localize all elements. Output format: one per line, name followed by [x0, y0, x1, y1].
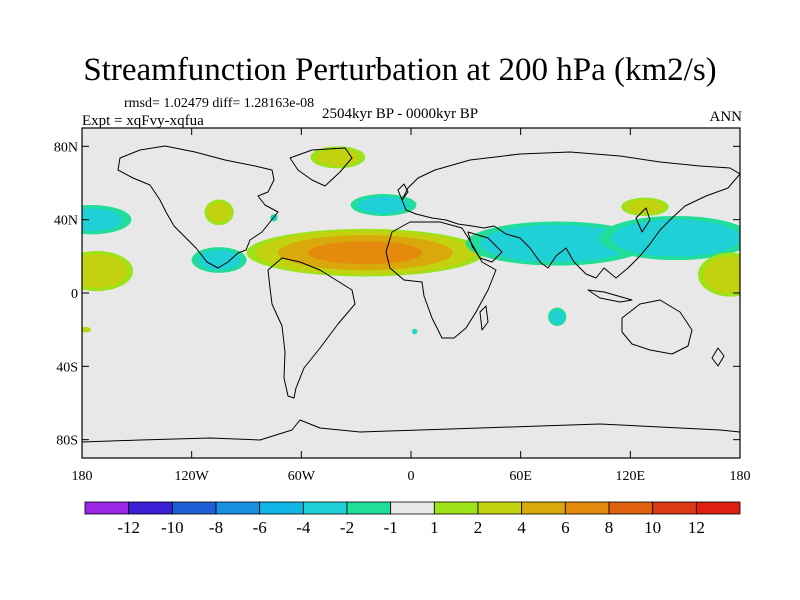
colorbar-box [564, 501, 610, 515]
anomaly-north-pacific-low [82, 205, 132, 235]
colorbar-label: 2 [474, 518, 483, 537]
colorbar-label: 8 [605, 518, 614, 537]
colorbar-box [128, 501, 173, 515]
x-tick-label: 120E [616, 469, 646, 484]
coast-antarctica [82, 419, 740, 443]
colorbar-box [652, 501, 697, 515]
y-tick-label: 0 [71, 287, 78, 302]
x-tick-label: 60W [288, 469, 316, 484]
colorbar-label: 10 [644, 518, 661, 537]
colorbar-box [346, 501, 392, 515]
stats-line: rmsd= 1.02479 diff= 1.28163e-08 [124, 96, 315, 111]
coast-africa [385, 221, 497, 339]
coast-australia [621, 299, 693, 355]
map-axes: 180 120W 60W 0 60E 120E 180 80N 40N 0 40S 80S [54, 128, 751, 484]
colorbar-label: -6 [253, 518, 267, 537]
colorbar-box [608, 501, 654, 515]
coast-greenland [289, 147, 353, 187]
contour-level [316, 148, 360, 166]
anomaly-east-asia-pacific-low [599, 216, 740, 260]
colorbar-label: -4 [296, 518, 311, 537]
x-tick-label: 0 [408, 469, 415, 484]
anomaly-east-pacific-high [82, 250, 134, 292]
y-tick-label: 40N [54, 214, 78, 229]
colorbar-box [477, 501, 523, 515]
x-tick-label: 180 [730, 469, 751, 484]
colorbar-label: -8 [209, 518, 223, 537]
contour-level [479, 224, 635, 263]
contour-level [82, 208, 123, 232]
anomaly-west-pacific-high [697, 252, 740, 297]
coast-north-america [117, 145, 279, 269]
season-label: ANN [709, 109, 743, 125]
map-background [82, 128, 740, 458]
contour-level [82, 327, 90, 332]
colorbar-box [302, 501, 348, 515]
contour-level [308, 241, 423, 265]
anomaly-north-atlantic-low [350, 194, 417, 216]
coast-new-zealand [711, 347, 725, 367]
colorbar: -12 -10 -8 -6 -4 -2 -1 1 2 4 6 8 10 12 [84, 501, 741, 537]
coast-arabia [467, 231, 503, 263]
colorbar-box [433, 501, 479, 515]
period-label: 2504kyr BP - 0000kyr BP [322, 106, 479, 122]
coast-indonesia [587, 289, 633, 303]
anomaly-indian-ocean-low [548, 307, 567, 327]
colorbar-label: 12 [688, 518, 705, 537]
colorbar-box [259, 501, 304, 515]
coast-uk [397, 183, 409, 201]
colorbar-box [171, 501, 217, 515]
contour-level [626, 199, 664, 214]
colorbar-label: -2 [340, 518, 354, 537]
colorbar-label: -10 [161, 518, 184, 537]
colorbar-label: 4 [517, 518, 526, 537]
contour-level [703, 256, 740, 294]
anomaly-subtropical-atlantic-high [246, 228, 485, 277]
colorbar-label: -12 [117, 518, 140, 537]
colorbar-box [695, 501, 741, 515]
y-tick-label: 40S [56, 360, 78, 375]
y-tick-label: 80S [56, 434, 78, 449]
colorbar-box [390, 501, 435, 515]
anomaly-south-atlantic-low [411, 328, 418, 335]
experiment-label: Expt = xqFvy-xqfua [82, 113, 204, 129]
x-tick-label: 60E [509, 469, 532, 484]
colorbar-box [84, 501, 130, 515]
coast-japan [635, 207, 651, 233]
colorbar-box [215, 501, 261, 515]
contour-level [550, 309, 565, 324]
colorbar-label: 6 [561, 518, 570, 537]
anomaly-field [82, 146, 740, 335]
anomaly-siberia-high [621, 197, 669, 216]
x-tick-label: 120W [175, 469, 210, 484]
coastlines [82, 145, 740, 443]
anomaly-south-pacific-high [82, 326, 92, 333]
colorbar-label: 1 [430, 518, 439, 537]
colorbar-box [521, 501, 566, 515]
x-tick-label: 180 [72, 469, 93, 484]
anomaly-caribbean-low [191, 247, 247, 273]
colorbar-label: -1 [384, 518, 398, 537]
contour-level [358, 196, 410, 214]
coast-south-america [267, 257, 356, 399]
anomaly-north-america-high [204, 199, 234, 226]
contour-level [207, 202, 231, 223]
contour-level [82, 253, 128, 289]
contour-level [197, 250, 241, 270]
coast-madagascar [479, 305, 489, 331]
y-tick-label: 80N [54, 140, 78, 155]
contour-level [611, 219, 740, 257]
coast-eurasia [401, 151, 740, 279]
chart-title: Streamfunction Perturbation at 200 hPa (… [83, 52, 717, 88]
contour-level [412, 329, 417, 334]
